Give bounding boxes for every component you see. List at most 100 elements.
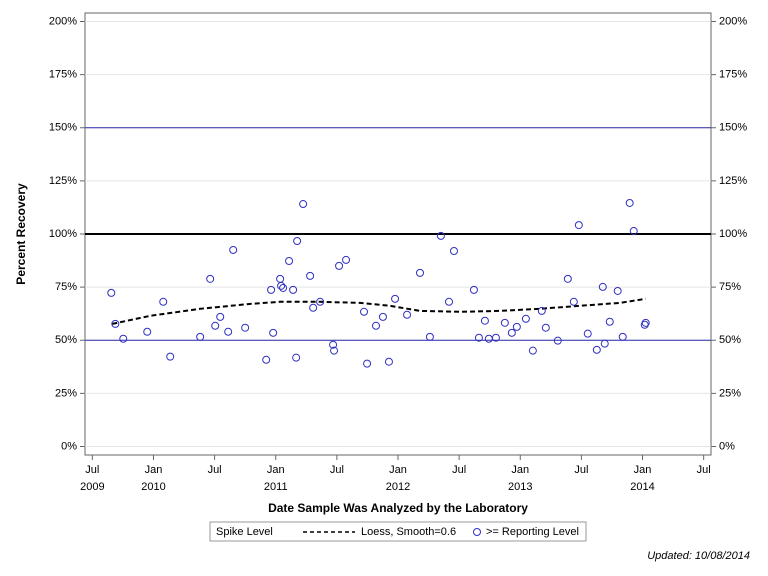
- data-point: [378, 312, 387, 321]
- data-point: [292, 353, 301, 362]
- legend-box: [209, 521, 587, 542]
- y2-tick-label: 125%: [719, 175, 747, 187]
- data-point: [293, 237, 302, 246]
- data-point: [267, 285, 276, 294]
- data-point: [277, 281, 286, 290]
- y2-tick-label: 75%: [719, 281, 741, 293]
- y2-tick-label: 0%: [719, 440, 735, 452]
- data-point: [583, 329, 592, 338]
- data-point: [279, 283, 288, 292]
- data-point: [553, 336, 562, 345]
- data-point: [241, 323, 250, 332]
- data-point: [391, 294, 400, 303]
- data-point: [342, 255, 351, 264]
- x-year-label: 2012: [386, 481, 410, 493]
- y-tick-label: 25%: [55, 387, 77, 399]
- y-tick-label: 75%: [55, 281, 77, 293]
- x-year-label: 2009: [80, 481, 104, 493]
- data-point: [425, 332, 434, 341]
- data-point: [216, 312, 225, 321]
- x-tick-label: Jan: [634, 464, 652, 476]
- y2-tick-label: 200%: [719, 15, 747, 27]
- data-point: [335, 261, 344, 270]
- x-tick-label: Jan: [389, 464, 407, 476]
- data-point: [541, 323, 550, 332]
- y2-tick-label: 25%: [719, 387, 741, 399]
- data-point: [363, 359, 372, 368]
- data-point: [474, 333, 483, 342]
- data-point: [569, 297, 578, 306]
- data-point: [159, 297, 168, 306]
- data-point: [107, 288, 116, 297]
- y2-tick-label: 50%: [719, 334, 741, 346]
- x-tick-label: Jan: [145, 464, 163, 476]
- y-tick-label: 175%: [49, 69, 77, 81]
- data-point: [537, 306, 546, 315]
- data-point: [289, 285, 298, 294]
- data-point: [491, 333, 500, 342]
- x-tick-label: Jul: [452, 464, 466, 476]
- y2-tick-label: 175%: [719, 69, 747, 81]
- data-point: [600, 339, 609, 348]
- data-point: [119, 334, 128, 343]
- data-point: [143, 327, 152, 336]
- data-point: [528, 346, 537, 355]
- y2-tick-label: 150%: [719, 122, 747, 134]
- data-point: [206, 274, 215, 283]
- data-point: [436, 231, 445, 240]
- y-tick-label: 50%: [55, 334, 77, 346]
- data-point: [640, 320, 649, 329]
- data-point: [316, 297, 325, 306]
- x-tick-label: Jan: [511, 464, 529, 476]
- legend-swatch: [473, 528, 481, 536]
- data-point: [229, 245, 238, 254]
- data-point: [629, 227, 638, 236]
- y-axis-title: Percent Recovery: [14, 183, 28, 285]
- data-point: [269, 328, 278, 337]
- data-point: [469, 285, 478, 294]
- data-point: [196, 332, 205, 341]
- x-tick-label: Jan: [267, 464, 285, 476]
- x-year-label: 2010: [141, 481, 165, 493]
- legend-label: >= Reporting Level: [486, 526, 579, 538]
- data-point: [512, 322, 521, 331]
- y2-tick-label: 100%: [719, 228, 747, 240]
- x-tick-label: Jul: [330, 464, 344, 476]
- data-point: [111, 319, 120, 328]
- data-point: [507, 328, 516, 337]
- data-point: [224, 327, 233, 336]
- data-point: [299, 200, 308, 209]
- x-axis-title: Date Sample Was Analyzed by the Laborato…: [268, 501, 528, 515]
- footnote: Updated: 10/08/2014: [647, 550, 750, 562]
- x-year-label: 2011: [264, 481, 288, 493]
- data-point: [285, 256, 294, 265]
- data-point: [598, 282, 607, 291]
- x-year-label: 2014: [630, 481, 654, 493]
- data-point: [592, 345, 601, 354]
- data-point: [618, 332, 627, 341]
- data-point: [360, 307, 369, 316]
- legend-label: Loess, Smooth=0.6: [361, 526, 456, 538]
- data-point: [500, 318, 509, 327]
- data-point: [480, 316, 489, 325]
- data-point: [416, 268, 425, 277]
- data-point: [605, 317, 614, 326]
- y-tick-label: 125%: [49, 175, 77, 187]
- x-tick-label: Jul: [697, 464, 711, 476]
- legend-title: Spike Level: [216, 526, 273, 538]
- data-point: [384, 357, 393, 366]
- data-point: [262, 355, 271, 364]
- x-tick-label: Jul: [574, 464, 588, 476]
- y-tick-label: 0%: [61, 440, 77, 452]
- data-point: [521, 314, 530, 323]
- data-point: [211, 321, 220, 330]
- data-point: [371, 321, 380, 330]
- data-point: [166, 352, 175, 361]
- data-point: [309, 303, 318, 312]
- data-point: [403, 310, 412, 319]
- data-point: [574, 221, 583, 230]
- data-point: [444, 297, 453, 306]
- x-tick-label: Jul: [85, 464, 99, 476]
